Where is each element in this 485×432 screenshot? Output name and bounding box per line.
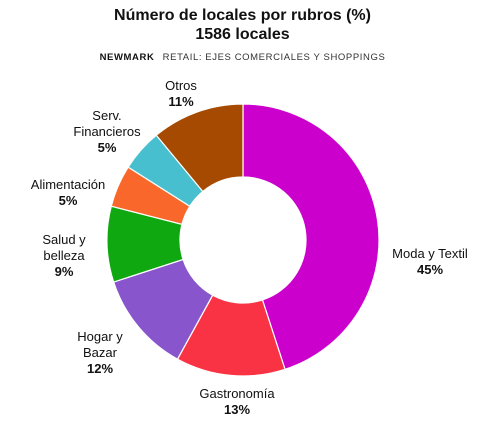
slice-label-6-line-0: Otros (165, 78, 197, 93)
slice-label-2-line-0: Hogar y (77, 329, 123, 344)
slice-label-4-line-0: Alimentación (31, 177, 105, 192)
slice-label-2-line-1: Bazar (83, 345, 118, 360)
slice-label-3-line-0: Salud y (42, 232, 86, 247)
chart-title-line1: Número de locales por rubros (%) (114, 7, 371, 24)
source-text: RETAIL: EJES COMERCIALES Y SHOPPINGS (162, 52, 386, 63)
donut-slice-6 (155, 103, 244, 193)
slice-percent-6: 11% (168, 94, 194, 109)
slice-percent-0: 45% (417, 262, 443, 277)
slice-percent-5: 5% (98, 140, 117, 155)
slice-label-1-line-0: Gastronomía (199, 386, 275, 401)
slice-percent-4: 5% (59, 193, 78, 208)
donut-slice-0 (242, 103, 380, 371)
slice-label-5-line-0: Serv. (92, 108, 121, 123)
slice-percent-1: 13% (224, 402, 250, 417)
chart-title: Número de locales por rubros (%) 1586 lo… (0, 6, 485, 44)
slice-percent-2: 12% (87, 361, 113, 376)
slice-percent-3: 9% (55, 264, 74, 279)
chart-source: NEWMARK RETAIL: EJES COMERCIALES Y SHOPP… (0, 52, 485, 63)
source-brand: NEWMARK (99, 52, 155, 63)
slice-label-5-line-1: Financieros (73, 124, 141, 139)
slice-label-0-line-0: Moda y Textil (392, 246, 468, 261)
chart-subtitle: 1586 locales (195, 26, 290, 43)
slice-label-3-line-1: belleza (43, 248, 85, 263)
